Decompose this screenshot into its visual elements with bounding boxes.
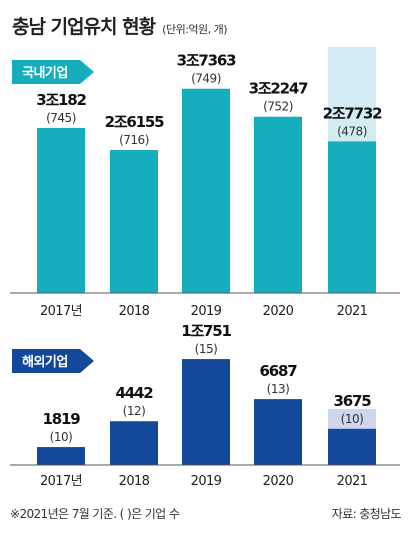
overseas-count-label: (12) (123, 404, 146, 418)
domestic-bar (110, 150, 158, 293)
overseas-bar (37, 447, 85, 465)
domestic-x-tick-label: 2018 (119, 304, 150, 319)
domestic-x-tick-label: 2021 (337, 304, 368, 319)
overseas-x-tick-label: 2019 (191, 474, 222, 489)
domestic-value-label: 3조2247 (249, 80, 309, 98)
domestic-value-label: 2조6155 (105, 113, 165, 131)
overseas-count-label: (10) (341, 412, 364, 426)
overseas-x-tick-label: 2018 (119, 474, 150, 489)
chart-title: 충남 기업유치 현황 (12, 16, 156, 38)
domestic-count-label: (745) (46, 111, 76, 125)
domestic-value-label: 3조7363 (177, 52, 237, 70)
overseas-count-label: (15) (195, 342, 218, 356)
overseas-value-label: 6687 (260, 362, 298, 380)
domestic-x-tick-label: 2017년 (40, 304, 82, 319)
domestic-count-label: (752) (263, 100, 293, 114)
overseas-bar (328, 428, 376, 465)
domestic-tag-shape (12, 60, 94, 84)
domestic-x-tick-label: 2020 (263, 304, 294, 319)
footnote: ※2021년은 7월 기준. ( )은 기업 수 (10, 507, 180, 521)
overseas-x-tick-label: 2021 (337, 474, 368, 489)
domestic-x-tick-label: 2019 (191, 304, 222, 319)
chart-unit: (단위:억원, 개) (162, 23, 228, 36)
domestic-value-label: 3조182 (36, 91, 86, 109)
domestic-bar (328, 141, 376, 293)
overseas-x-tick-label: 2017년 (40, 474, 82, 489)
overseas-value-label: 3675 (334, 392, 372, 410)
chart-title-row: 충남 기업유치 현황 (단위:억원, 개) (12, 12, 228, 39)
domestic-bar (254, 116, 302, 293)
domestic-count-label: (749) (191, 72, 221, 86)
overseas-x-tick-label: 2020 (263, 474, 294, 489)
overseas-bar (110, 421, 158, 465)
overseas-count-label: (13) (267, 382, 290, 396)
domestic-bar (182, 88, 230, 293)
overseas-value-label: 1819 (43, 410, 81, 428)
overseas-bar (182, 359, 230, 465)
overseas-tag-shape (12, 349, 94, 373)
overseas-bar (254, 399, 302, 465)
domestic-value-label: 2조7732 (323, 104, 383, 122)
source-note: 자료: 충청남도 (331, 507, 402, 521)
overseas-value-label: 1조751 (181, 322, 231, 340)
domestic-bar (37, 128, 85, 293)
overseas-tag-label: 해외기업 (22, 354, 68, 370)
overseas-value-label: 4442 (116, 384, 154, 402)
domestic-count-label: (716) (119, 133, 149, 147)
domestic-count-label: (478) (337, 124, 367, 138)
overseas-count-label: (10) (50, 430, 73, 444)
domestic-tag-label: 국내기업 (22, 65, 68, 81)
